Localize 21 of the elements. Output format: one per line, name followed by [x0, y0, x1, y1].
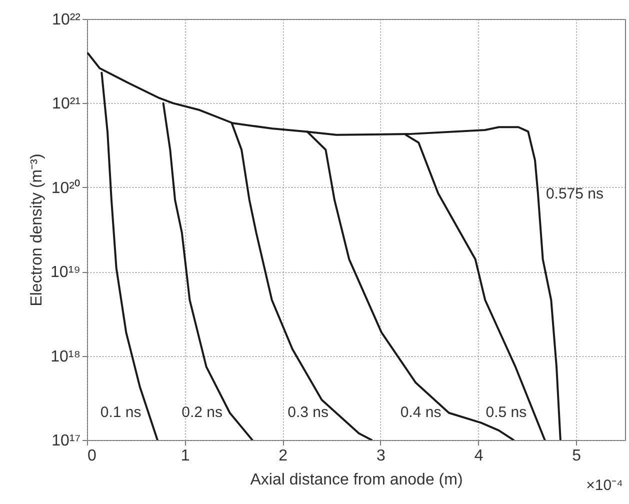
series-label: 0.4 ns — [400, 404, 442, 422]
y-tick-label: 10¹⁸ — [50, 348, 80, 366]
x-tick-label: 0 — [88, 448, 96, 464]
y-tick-label: 10²¹ — [52, 96, 80, 113]
y-tick-label: 10²² — [52, 12, 82, 28]
x-tick-label: 1 — [180, 448, 190, 464]
x-axis-title: Axial distance from anode (m) — [250, 472, 463, 488]
x-tick-label: 5 — [572, 448, 582, 464]
y-axis-title: Electron density (m⁻³) — [28, 154, 46, 306]
text: ×10⁻⁴ — [586, 477, 623, 494]
series-label: 0.2 ns — [182, 404, 222, 422]
series-label: 0.3 ns — [288, 404, 329, 422]
y-tick-label: 10¹⁷ — [52, 432, 81, 450]
x-tick-label: 3 — [376, 448, 386, 464]
y-tick-label: 10²⁰ — [51, 178, 80, 197]
series-label: 0.5 ns — [486, 404, 527, 422]
series-label: 0.575 ns — [546, 185, 604, 202]
series-label: 0.1 ns — [100, 404, 142, 422]
x-tick-label: 4 — [474, 448, 484, 464]
x-tick-label: 2 — [278, 448, 288, 464]
y-tick-label: 10¹⁹ — [50, 264, 80, 282]
